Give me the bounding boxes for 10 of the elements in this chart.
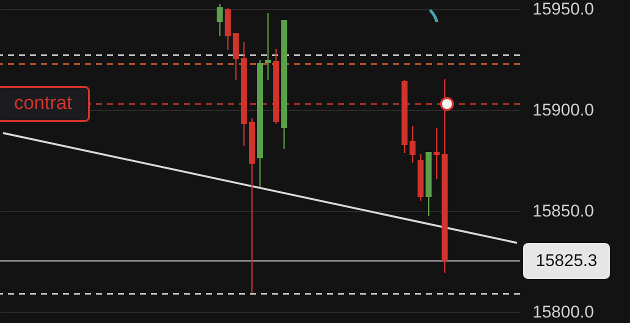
candlestick [216,3,223,37]
y-tick-label: 15900.0 [532,100,594,120]
ref-line-label: 15825.3 [523,242,610,279]
ref-line-label: contrat [0,86,90,122]
candlestick [434,127,440,180]
y-tick-label: 15800.0 [532,302,594,322]
candlestick [410,125,416,164]
y-tick-label: 15850.0 [532,201,594,220]
candlestick [265,12,272,81]
y-tick-label: 15950.0 [532,0,594,19]
